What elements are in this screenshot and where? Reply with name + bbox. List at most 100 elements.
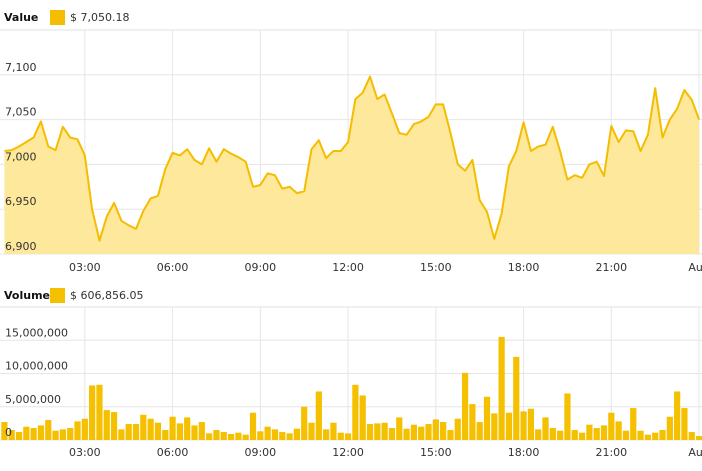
volume-bar xyxy=(15,432,23,440)
x-tick-label: 06:00 xyxy=(157,446,189,459)
volume-bar xyxy=(279,432,286,440)
volume-bar xyxy=(608,412,615,440)
volume-bar xyxy=(630,408,637,440)
x-tick-label: 18:00 xyxy=(508,446,540,459)
volume-bar xyxy=(103,410,110,440)
volume-bar xyxy=(81,418,88,440)
volume-bar xyxy=(1,422,8,440)
volume-bar xyxy=(74,421,81,440)
volume-bar xyxy=(542,417,549,440)
volume-bar xyxy=(659,430,666,440)
volume-bar xyxy=(425,424,432,440)
volume-bar xyxy=(410,424,417,440)
volume-bar xyxy=(454,418,461,440)
y-tick-label: 6,950 xyxy=(5,195,37,208)
volume-bar xyxy=(176,423,183,440)
volume-bar xyxy=(308,422,315,440)
volume-bar xyxy=(220,432,227,440)
legend-swatch xyxy=(50,10,65,25)
price-line xyxy=(4,75,701,242)
volume-bar xyxy=(527,408,534,440)
volume-bar xyxy=(674,391,681,440)
x-tick-label: Aug xyxy=(688,261,702,274)
volume-bar xyxy=(505,412,513,440)
volume-bar xyxy=(213,430,220,440)
volume-bar xyxy=(652,432,659,440)
volume-bar xyxy=(59,429,66,440)
volume-bar xyxy=(132,424,140,440)
x-tick-label: Aug xyxy=(688,446,702,459)
volume-bar xyxy=(586,424,593,440)
x-tick-label: 09:00 xyxy=(244,261,276,274)
volume-bar xyxy=(388,428,396,440)
volume-bar xyxy=(520,411,527,440)
y-tick-label: 15,000,000 xyxy=(5,326,68,339)
volume-bar xyxy=(301,406,308,440)
volume-bar xyxy=(535,429,542,440)
area-fill xyxy=(4,76,700,254)
volume-bar xyxy=(169,416,176,440)
volume-bar xyxy=(432,419,439,440)
volume-bar xyxy=(257,431,264,440)
volume-bar xyxy=(644,434,651,440)
volume-bar xyxy=(315,391,322,440)
x-tick-label: 12:00 xyxy=(332,261,364,274)
volume-bar xyxy=(140,414,147,440)
volume-bar xyxy=(557,430,564,440)
volume-bar xyxy=(8,430,15,440)
volume-bar xyxy=(440,422,447,440)
volume-bar xyxy=(352,384,359,440)
y-tick-label: 5,000,000 xyxy=(5,393,61,406)
y-tick-label: 7,050 xyxy=(5,106,37,119)
volume-bar xyxy=(666,416,673,440)
x-tick-label: 03:00 xyxy=(69,261,101,274)
legend-swatch xyxy=(50,288,65,303)
volume-bar xyxy=(235,432,242,440)
x-tick-label: 09:00 xyxy=(244,446,276,459)
volume-bar xyxy=(549,428,556,440)
volume-bar xyxy=(45,420,52,440)
volume-bar xyxy=(206,433,213,440)
volume-bar xyxy=(96,384,103,440)
volume-bar xyxy=(118,429,125,440)
volume-bar xyxy=(622,430,630,440)
volume-bar xyxy=(323,429,330,440)
x-tick-label: 12:00 xyxy=(332,446,364,459)
volume-bar xyxy=(615,421,622,440)
volume-bar xyxy=(366,424,374,440)
volume-bar xyxy=(396,417,403,440)
y-tick-label: 0 xyxy=(5,426,12,439)
volume-bar xyxy=(695,436,702,440)
volume-bar xyxy=(564,393,571,440)
panel-title: Value xyxy=(4,11,38,24)
volume-bar xyxy=(403,428,410,440)
volume-bar xyxy=(89,385,96,440)
volume-bar xyxy=(293,428,300,440)
y-tick-label: 7,100 xyxy=(5,61,37,74)
volume-bar xyxy=(344,433,352,440)
volume-bar xyxy=(30,428,37,440)
volume-bar xyxy=(461,372,469,440)
volume-bar xyxy=(476,422,483,440)
volume-bar xyxy=(110,412,118,440)
volume-bar xyxy=(227,434,235,440)
x-tick-label: 18:00 xyxy=(508,261,540,274)
volume-bar xyxy=(447,430,454,440)
legend-label: $ 606,856.05 xyxy=(70,289,143,302)
volume-bar xyxy=(191,425,198,440)
legend-label: $ 7,050.18 xyxy=(70,11,129,24)
volume-bar xyxy=(381,422,388,440)
volume-bar xyxy=(498,336,505,440)
volume-bar xyxy=(688,432,695,440)
volume-bar xyxy=(374,423,381,440)
volume-bar xyxy=(184,417,191,440)
volume-bar xyxy=(359,395,366,440)
volume-bar xyxy=(154,422,162,440)
volume-bar xyxy=(52,430,59,440)
x-tick-label: 15:00 xyxy=(420,261,452,274)
y-tick-label: 10,000,000 xyxy=(5,360,68,373)
volume-bar xyxy=(483,396,491,440)
volume-bar xyxy=(249,412,257,440)
